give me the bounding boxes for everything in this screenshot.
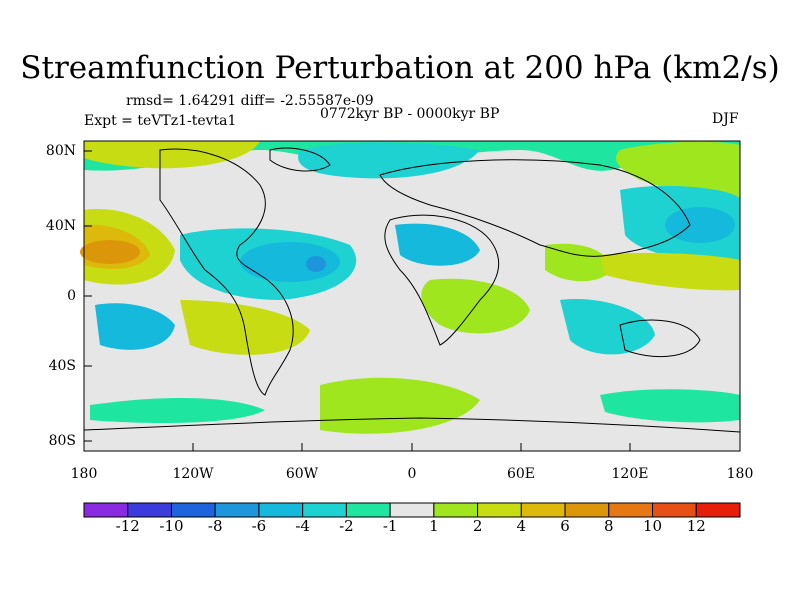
colorbar — [83, 502, 741, 518]
lat-label-40s: 40S — [48, 358, 76, 374]
greenland-coast — [269, 147, 331, 172]
coastlines — [83, 147, 741, 433]
field-pos-pacific-max — [80, 240, 140, 264]
field-neg-tropic-max — [306, 256, 326, 272]
field-pos-w-pacific — [600, 252, 740, 291]
field-pos-india — [545, 243, 612, 282]
colorbar-swatch — [608, 502, 654, 518]
colorbar-label: 1 — [429, 517, 439, 535]
colorbar-swatch — [433, 502, 479, 518]
colorbar-label: -6 — [251, 517, 267, 535]
colorbar-label: 6 — [560, 517, 570, 535]
field-neg-africa-north — [395, 223, 480, 266]
lon-label-60e: 60E — [506, 466, 536, 482]
colorbar-label: 8 — [604, 517, 614, 535]
plot-title: Streamfunction Perturbation at 200 hPa (… — [20, 50, 780, 86]
colorbar-label: -12 — [115, 517, 140, 535]
colorbar-swatch — [652, 502, 697, 518]
field-pos-nw — [84, 141, 260, 169]
lon-label-60w: 60W — [285, 466, 319, 482]
colorbar-label: 2 — [472, 517, 483, 535]
colorbar-label: -8 — [207, 517, 223, 535]
experiment-label: Expt = teVTz1-tevta1 — [84, 113, 237, 129]
lon-label-0: 0 — [407, 466, 417, 482]
colorbar-label: -2 — [339, 517, 354, 535]
season-label: DJF — [712, 111, 739, 127]
lon-label-180e: 180 — [726, 466, 754, 482]
field-pos-ne — [616, 141, 740, 200]
field-neg-sh-east — [600, 389, 740, 423]
colorbar-swatch — [477, 502, 522, 518]
field-neg-nw-pacific-core — [665, 207, 735, 243]
colorbar-label: 10 — [642, 517, 663, 535]
colorbar-swatch — [695, 502, 741, 518]
colorbar-label: -10 — [159, 517, 184, 535]
colorbar-swatch — [345, 502, 391, 518]
tick-marks — [83, 150, 741, 451]
lon-label-120e: 120E — [611, 466, 649, 482]
colorbar-swatch — [258, 502, 304, 518]
field-neg-tropic-core — [240, 242, 340, 282]
colorbar-swatch — [302, 502, 347, 518]
field-neg-indian-ocean — [560, 299, 655, 355]
colorbar-swatch — [389, 502, 435, 518]
colorbar-label: 4 — [516, 517, 527, 535]
time-period: 0772kyr BP - 0000kyr BP — [320, 106, 500, 122]
colorbar-swatch — [170, 502, 216, 518]
stats-line: rmsd= 1.64291 diff= -2.55587e-09 — [126, 93, 374, 109]
lat-label-0: 0 — [67, 288, 76, 304]
colorbar-label: 12 — [686, 517, 706, 535]
colorbar-swatch — [127, 502, 172, 518]
field-neg-sh-pacific — [95, 303, 175, 350]
lon-label-120w: 120W — [172, 466, 214, 482]
anomaly-fields — [80, 141, 740, 451]
africa-coast — [384, 214, 500, 346]
colorbar-label: -1 — [382, 517, 398, 535]
lon-label-180w: 180 — [70, 466, 98, 482]
eurasia-coast — [379, 159, 691, 257]
colorbar-swatch — [564, 502, 610, 518]
colorbar-swatch — [83, 502, 129, 518]
colorbar-swatch — [214, 502, 260, 518]
lat-label-40n: 40N — [45, 218, 76, 234]
field-neg-sh-west — [90, 398, 265, 423]
field-neg-nh — [298, 142, 480, 179]
lat-label-80s: 80S — [48, 433, 76, 449]
antarctica-coast — [83, 417, 741, 433]
colorbar-label: -4 — [295, 517, 310, 535]
australia-coast — [619, 319, 701, 358]
colorbar-swatch — [520, 502, 566, 518]
lat-label-80n: 80N — [45, 143, 76, 159]
americas-coast — [159, 148, 294, 396]
